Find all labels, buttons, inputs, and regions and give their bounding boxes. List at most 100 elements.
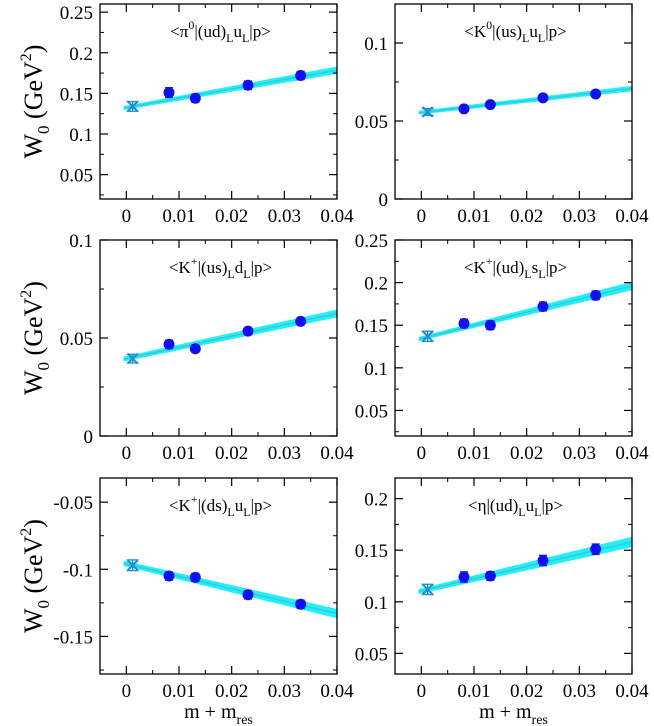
panel-1: 0 0.01 0.02 0.03 0.04 0.05 0.1 0.15 0.2 0.25 <π0|(… — [18, 3, 354, 227]
y-axis-label: W0 (GeV2) — [18, 45, 53, 159]
x-tick-label: 0.04 — [320, 681, 354, 702]
y-tick-label: 0.05 — [355, 112, 388, 133]
x-axis-label: m + mres — [184, 701, 253, 726]
fit-band — [418, 281, 632, 342]
x-tick-label: 0.02 — [215, 681, 248, 702]
panel-title: <K0|(us)LuL|p> — [464, 18, 566, 45]
data-point — [537, 300, 549, 312]
y-tick-label: 0.2 — [69, 44, 93, 65]
data-point — [458, 103, 470, 115]
x-tick-label: 0.01 — [457, 206, 490, 227]
panel-title: <K+|(ud)LsL|p> — [464, 254, 567, 281]
plot-frame — [394, 239, 633, 437]
chiral-point — [421, 330, 434, 343]
data-point — [242, 589, 254, 601]
y-tick-label: 0.1 — [364, 359, 388, 380]
fit-line — [123, 69, 337, 109]
y-tick-label: 0.1 — [364, 593, 388, 614]
fit-line — [123, 562, 337, 615]
y-tick-label: 0.1 — [364, 34, 388, 55]
plot-frame — [99, 3, 338, 200]
panel-title: <π0|(ud)LuL|p> — [170, 18, 271, 45]
chiral-point — [126, 352, 139, 365]
data-point — [163, 338, 175, 350]
panel-title: <K+|(ds)LuL|p> — [169, 492, 272, 519]
y-tick-label: 0.1 — [69, 125, 93, 146]
y-tick-label: 0.2 — [364, 490, 388, 511]
x-tick-label: 0.01 — [162, 443, 195, 464]
fit-band — [418, 536, 632, 595]
y-tick-label: 0 — [379, 190, 389, 211]
data-point — [590, 88, 602, 100]
data-point — [458, 318, 470, 330]
x-axis-label: m + mres — [479, 701, 548, 726]
y-tick-label: 0.05 — [355, 644, 388, 665]
data-point — [295, 70, 307, 81]
data-point — [537, 555, 549, 567]
data-point — [458, 571, 470, 583]
data-point — [189, 343, 201, 355]
data-point — [295, 315, 307, 327]
panel-title: <η|(ud)LuL|p> — [468, 496, 563, 519]
x-tick-label: 0 — [417, 681, 427, 702]
data-point — [537, 92, 549, 104]
y-tick-label: 0.2 — [364, 274, 388, 295]
panel-6: 0 0.01 0.02 0.03 0.04 0.05 0.1 0.15 0.2 <η|(ud)Lu… — [355, 477, 649, 726]
plot-frame — [99, 477, 338, 675]
x-tick-label: 0.02 — [510, 681, 543, 702]
x-tick-label: 0.03 — [563, 206, 596, 227]
panel-title: <K+|(us)LdL|p> — [169, 254, 272, 281]
data-point — [189, 571, 201, 583]
x-tick-label: 0.02 — [510, 443, 543, 464]
chiral-point — [421, 583, 434, 596]
fit-band — [123, 66, 337, 111]
y-tick-label: 0.1 — [69, 231, 93, 252]
x-tick-label: 0.02 — [215, 206, 248, 227]
x-tick-label: 0.04 — [615, 206, 649, 227]
y-axis-label: W0 (GeV2) — [18, 519, 53, 633]
data-point — [590, 289, 602, 301]
plot-frame — [394, 3, 633, 200]
x-tick-label: 0.01 — [162, 681, 195, 702]
fit-line — [418, 87, 632, 114]
x-tick-label: 0 — [122, 681, 132, 702]
x-tick-label: 0 — [417, 443, 427, 464]
x-tick-label: 0 — [417, 206, 427, 227]
x-tick-label: 0.03 — [268, 206, 301, 227]
y-tick-label: 0.15 — [355, 541, 388, 562]
chiral-point — [126, 559, 139, 571]
x-tick-label: 0.04 — [320, 206, 354, 227]
panel-3: 0 0.01 0.02 0.03 0.04 0 0.05 0.1 <K+|(us)LdL|p> W… — [18, 231, 354, 464]
data-point — [163, 570, 175, 582]
x-tick-label: 0 — [122, 206, 132, 227]
x-tick-label: 0.02 — [215, 443, 248, 464]
panel-4: 0 0.01 0.02 0.03 0.04 0.05 0.1 0.15 0.2 0.25 <K+|(… — [355, 231, 649, 464]
y-tick-label: 0.25 — [60, 3, 93, 24]
data-point — [590, 543, 602, 555]
x-tick-label: 0.03 — [563, 681, 596, 702]
y-tick-label: 0.25 — [355, 231, 388, 252]
x-tick-label: 0.03 — [268, 443, 301, 464]
y-tick-label: -0.15 — [53, 627, 93, 648]
chiral-point — [126, 100, 139, 113]
fit-line — [418, 285, 632, 340]
data-point — [189, 92, 201, 104]
x-tick-label: 0.01 — [457, 443, 490, 464]
data-point — [242, 79, 254, 91]
data-point — [484, 570, 496, 582]
x-tick-label: 0 — [122, 443, 132, 464]
x-tick-label: 0.01 — [457, 681, 490, 702]
x-tick-label: 0.03 — [268, 681, 301, 702]
x-tick-label: 0.02 — [510, 206, 543, 227]
y-axis-label: W0 (GeV2) — [18, 281, 53, 395]
fit-line — [418, 541, 632, 593]
x-tick-label: 0.04 — [320, 443, 354, 464]
panel-2: 0 0.01 0.02 0.03 0.04 0 0.05 0.1 <K0|(us)LuL|p> — [355, 3, 649, 227]
x-tick-label: 0.04 — [615, 443, 649, 464]
x-tick-label: 0.01 — [162, 206, 195, 227]
fit-band — [123, 560, 337, 619]
y-tick-label: -0.05 — [53, 493, 93, 514]
y-tick-label: 0 — [84, 427, 94, 448]
y-tick-label: 0.05 — [60, 329, 93, 350]
